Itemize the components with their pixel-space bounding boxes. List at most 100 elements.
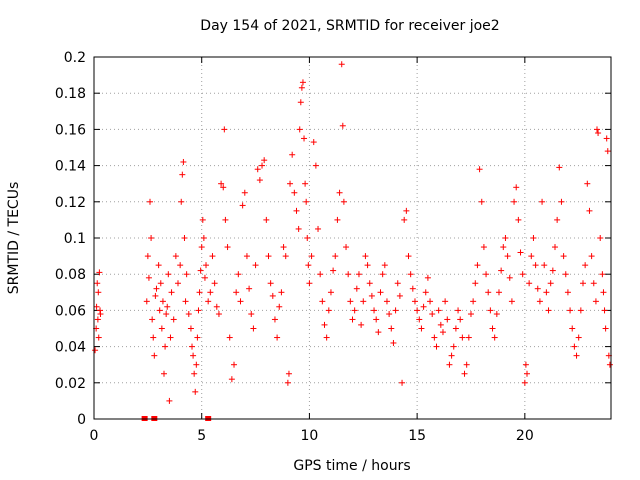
data-point bbox=[147, 198, 154, 205]
data-point bbox=[330, 267, 337, 274]
data-point bbox=[233, 289, 240, 296]
y-tick-label: 0.08 bbox=[55, 267, 86, 283]
data-point bbox=[193, 361, 200, 368]
data-point bbox=[459, 334, 466, 341]
data-point bbox=[334, 216, 341, 223]
data-point bbox=[399, 379, 406, 386]
data-point bbox=[301, 135, 308, 142]
data-point bbox=[554, 216, 561, 223]
data-point bbox=[405, 253, 412, 260]
data-point bbox=[345, 271, 352, 278]
data-point bbox=[362, 253, 369, 260]
data-point bbox=[474, 262, 481, 269]
data-point bbox=[144, 253, 151, 260]
data-point bbox=[532, 262, 539, 269]
data-point bbox=[180, 158, 187, 165]
y-tick-label: 0 bbox=[77, 412, 86, 428]
chart-title: Day 154 of 2021, SRMTID for receiver joe… bbox=[200, 18, 499, 34]
data-point bbox=[424, 274, 431, 281]
data-point bbox=[485, 289, 492, 296]
data-point bbox=[407, 271, 414, 278]
data-point bbox=[157, 280, 164, 287]
data-point bbox=[431, 334, 438, 341]
data-point bbox=[539, 198, 546, 205]
data-point bbox=[360, 298, 367, 305]
data-point bbox=[595, 130, 602, 137]
data-point bbox=[403, 207, 410, 214]
y-tick-label: 0.12 bbox=[55, 195, 86, 211]
data-point bbox=[437, 321, 444, 328]
data-point bbox=[271, 316, 278, 323]
data-point bbox=[159, 298, 166, 305]
data-point bbox=[597, 235, 604, 241]
data-point bbox=[303, 198, 310, 205]
y-tick-label: 0.02 bbox=[55, 376, 86, 392]
data-point bbox=[582, 262, 589, 269]
data-point bbox=[274, 334, 281, 341]
data-point bbox=[541, 262, 548, 269]
data-point bbox=[491, 334, 498, 341]
data-point bbox=[515, 216, 522, 223]
data-point bbox=[181, 235, 188, 241]
y-tick-label: 0.1 bbox=[64, 231, 86, 247]
data-point bbox=[175, 280, 182, 287]
data-point bbox=[409, 285, 416, 292]
data-point bbox=[172, 253, 179, 260]
data-point bbox=[263, 216, 270, 223]
data-point bbox=[579, 280, 586, 287]
data-point bbox=[211, 280, 218, 287]
data-point bbox=[276, 303, 283, 310]
data-point bbox=[472, 280, 479, 287]
data-point bbox=[379, 271, 386, 278]
data-point bbox=[495, 289, 502, 296]
data-point bbox=[528, 253, 535, 260]
data-point bbox=[235, 271, 242, 278]
data-point bbox=[422, 289, 429, 296]
data-point bbox=[289, 151, 296, 158]
data-point bbox=[457, 316, 464, 323]
data-point bbox=[343, 244, 350, 251]
data-point bbox=[243, 253, 250, 260]
data-point bbox=[284, 379, 291, 386]
x-tick-label: 10 bbox=[301, 428, 319, 444]
data-point bbox=[590, 280, 597, 287]
data-point bbox=[480, 244, 487, 251]
data-point bbox=[161, 370, 168, 377]
data-point bbox=[151, 352, 158, 359]
data-point bbox=[584, 180, 591, 187]
data-point bbox=[321, 321, 328, 328]
data-point bbox=[149, 316, 156, 323]
data-point bbox=[394, 280, 401, 287]
data-point bbox=[185, 311, 192, 318]
data-point bbox=[567, 307, 574, 314]
data-point bbox=[295, 225, 302, 232]
data-point bbox=[190, 352, 197, 359]
data-point bbox=[282, 253, 289, 260]
data-point bbox=[221, 126, 228, 133]
data-point bbox=[97, 311, 104, 318]
x-axis-label: GPS time / hours bbox=[293, 458, 410, 474]
data-point bbox=[94, 316, 101, 323]
data-point bbox=[599, 271, 606, 278]
data-point bbox=[478, 198, 485, 205]
data-point bbox=[500, 244, 507, 251]
data-point bbox=[199, 216, 206, 223]
data-point bbox=[586, 207, 593, 214]
data-point bbox=[373, 316, 380, 323]
data-point bbox=[168, 289, 175, 296]
data-point bbox=[401, 216, 408, 223]
data-point bbox=[600, 289, 607, 296]
data-point bbox=[224, 244, 231, 251]
data-point bbox=[265, 253, 272, 260]
data-point bbox=[280, 244, 287, 251]
data-point bbox=[467, 311, 474, 318]
data-point bbox=[323, 334, 330, 341]
data-point bbox=[489, 325, 496, 332]
data-point bbox=[603, 135, 610, 142]
data-point bbox=[349, 316, 356, 323]
data-point bbox=[435, 307, 442, 314]
data-point bbox=[261, 157, 268, 164]
data-point bbox=[231, 361, 238, 368]
data-point bbox=[162, 343, 169, 350]
y-axis-label: SRMTID / TECUs bbox=[6, 182, 22, 295]
